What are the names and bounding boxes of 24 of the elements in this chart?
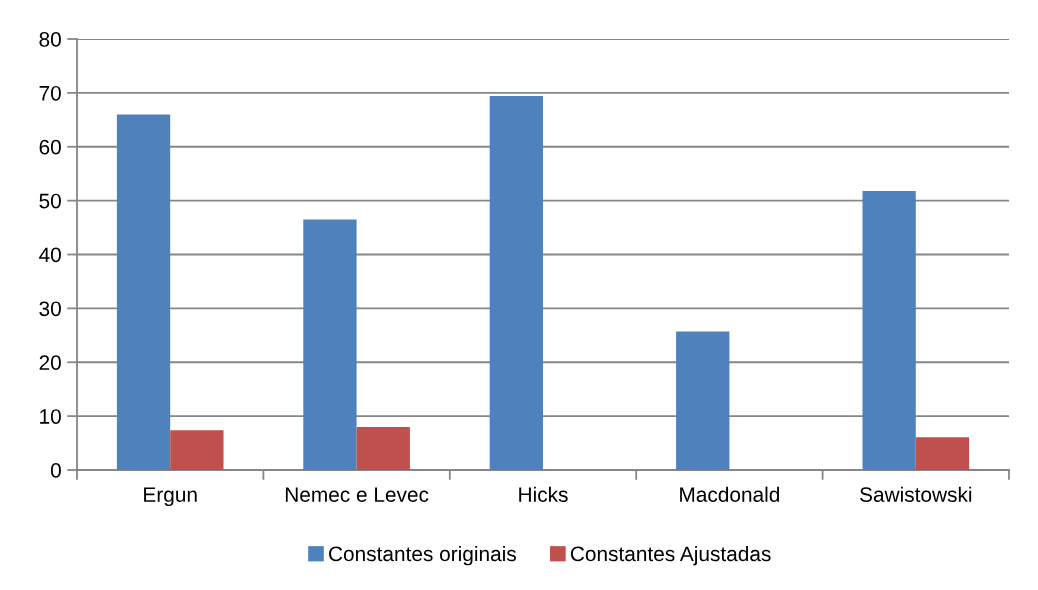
y-tick-label: 30 xyxy=(39,301,61,317)
y-tick-label: 70 xyxy=(39,85,61,101)
bar xyxy=(676,331,730,470)
y-tick-label: 0 xyxy=(50,463,61,478)
y-tick-label: 20 xyxy=(39,355,61,370)
bar xyxy=(170,430,224,470)
y-tick-label: 60 xyxy=(39,139,61,155)
y-tick-label: 80 xyxy=(39,32,61,47)
bar xyxy=(356,426,410,470)
legend-label: Constantes Ajustadas xyxy=(570,545,771,566)
y-tick-label: 50 xyxy=(39,193,61,209)
x-tick-label: Ergun xyxy=(144,487,197,507)
x-tick-label: Sawistowski xyxy=(860,486,972,502)
y-tick-label: 10 xyxy=(40,409,61,424)
x-tick-label: Macdonald xyxy=(680,486,780,502)
x-tick-label: Hicks xyxy=(519,486,568,502)
x-tick-label: Nemec e Levec xyxy=(285,487,429,502)
legend-label: Constantes originais xyxy=(329,545,516,566)
bar xyxy=(915,437,970,470)
bar xyxy=(303,219,357,470)
bar xyxy=(862,190,916,470)
bar xyxy=(489,96,543,470)
bar xyxy=(116,114,171,470)
y-tick-label: 40 xyxy=(39,247,61,263)
